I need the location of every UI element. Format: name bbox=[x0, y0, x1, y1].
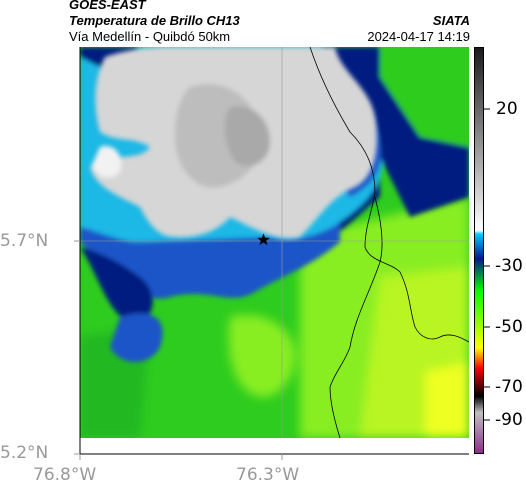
region-subtitle: Vía Medellín - Quibdó 50km bbox=[69, 29, 231, 44]
colorbar-tick-minus30: -30 bbox=[495, 256, 523, 276]
datetime-label: 2024-04-17 14:19 bbox=[367, 29, 470, 44]
brightness-temperature-image bbox=[80, 47, 469, 438]
lat-label-2: 5.2°N bbox=[0, 443, 49, 463]
satellite-title: GOES-EAST bbox=[69, 0, 146, 12]
navy-patch-west bbox=[80, 247, 153, 322]
yellow-patch bbox=[425, 362, 469, 438]
boundary-line-south bbox=[329, 196, 383, 438]
colorbar bbox=[474, 47, 484, 454]
colorbar-tick-minus70: -70 bbox=[495, 377, 523, 397]
cold-cloud-darkest bbox=[224, 106, 270, 166]
agency-label: SIATA bbox=[432, 13, 470, 28]
lon-label-2: 76.3°W bbox=[236, 465, 300, 485]
blue-patch-southwest bbox=[110, 313, 163, 362]
bright-cloud-patch bbox=[92, 146, 122, 178]
lon-label-1: 76.8°W bbox=[33, 465, 97, 485]
lime-patch-center bbox=[228, 315, 296, 397]
star-marker bbox=[257, 233, 270, 246]
boundary-line-north bbox=[309, 47, 469, 343]
green-region-northeast bbox=[380, 47, 469, 147]
colorbar-tick-minus50: -50 bbox=[495, 317, 523, 337]
satellite-map bbox=[80, 47, 469, 438]
lat-label-1: 5.7°N bbox=[0, 231, 49, 251]
colorbar-tick-20: 20 bbox=[496, 99, 518, 119]
product-title: Temperatura de Brillo CH13 bbox=[69, 13, 240, 28]
colorbar-tick-minus90: -90 bbox=[495, 410, 523, 430]
